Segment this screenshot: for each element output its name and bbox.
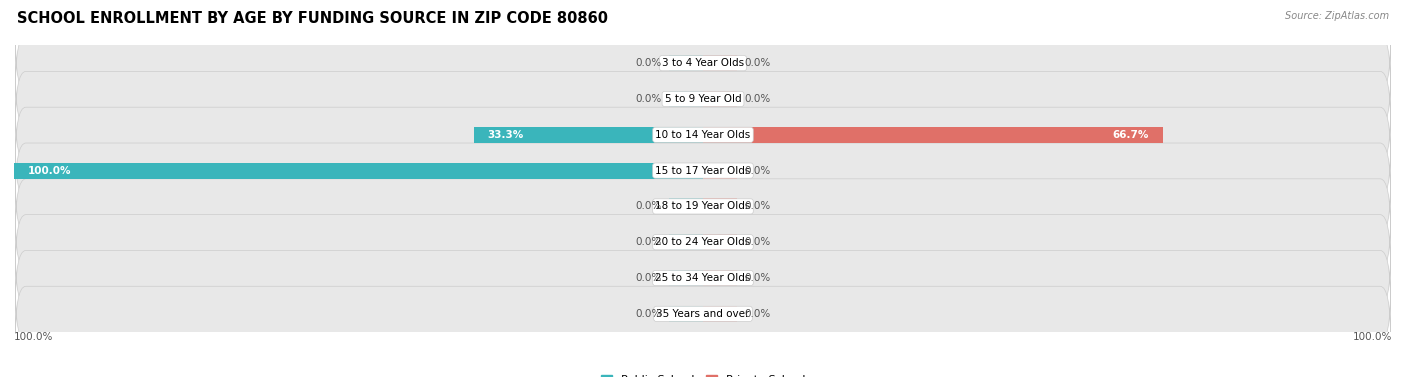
Bar bbox=[703, 55, 738, 71]
Text: 20 to 24 Year Olds: 20 to 24 Year Olds bbox=[655, 237, 751, 247]
FancyBboxPatch shape bbox=[15, 286, 1391, 342]
Text: 0.0%: 0.0% bbox=[744, 201, 770, 211]
Bar bbox=[703, 270, 738, 286]
FancyBboxPatch shape bbox=[15, 215, 1391, 270]
Text: 0.0%: 0.0% bbox=[636, 273, 662, 283]
Bar bbox=[14, 162, 703, 179]
Text: 0.0%: 0.0% bbox=[636, 201, 662, 211]
Text: Source: ZipAtlas.com: Source: ZipAtlas.com bbox=[1285, 11, 1389, 21]
Text: 0.0%: 0.0% bbox=[744, 166, 770, 176]
Bar bbox=[703, 306, 738, 322]
Text: 0.0%: 0.0% bbox=[744, 237, 770, 247]
Text: 5 to 9 Year Old: 5 to 9 Year Old bbox=[665, 94, 741, 104]
Text: 0.0%: 0.0% bbox=[744, 58, 770, 68]
Text: 15 to 17 Year Olds: 15 to 17 Year Olds bbox=[655, 166, 751, 176]
Text: 33.3%: 33.3% bbox=[488, 130, 523, 140]
Text: 100.0%: 100.0% bbox=[14, 332, 53, 342]
Bar bbox=[703, 162, 738, 179]
Text: 10 to 14 Year Olds: 10 to 14 Year Olds bbox=[655, 130, 751, 140]
Text: 100.0%: 100.0% bbox=[28, 166, 72, 176]
Text: 0.0%: 0.0% bbox=[744, 94, 770, 104]
Text: 18 to 19 Year Olds: 18 to 19 Year Olds bbox=[655, 201, 751, 211]
Text: 0.0%: 0.0% bbox=[636, 237, 662, 247]
Bar bbox=[474, 127, 703, 143]
Text: 0.0%: 0.0% bbox=[636, 58, 662, 68]
FancyBboxPatch shape bbox=[15, 107, 1391, 162]
FancyBboxPatch shape bbox=[15, 143, 1391, 198]
Bar bbox=[669, 55, 703, 71]
Bar bbox=[669, 306, 703, 322]
Bar bbox=[669, 198, 703, 215]
Bar bbox=[703, 234, 738, 250]
FancyBboxPatch shape bbox=[15, 35, 1391, 91]
Text: 35 Years and over: 35 Years and over bbox=[657, 309, 749, 319]
Bar bbox=[669, 234, 703, 250]
FancyBboxPatch shape bbox=[15, 71, 1391, 127]
FancyBboxPatch shape bbox=[15, 250, 1391, 306]
Text: SCHOOL ENROLLMENT BY AGE BY FUNDING SOURCE IN ZIP CODE 80860: SCHOOL ENROLLMENT BY AGE BY FUNDING SOUR… bbox=[17, 11, 607, 26]
Text: 100.0%: 100.0% bbox=[1353, 332, 1392, 342]
Text: 0.0%: 0.0% bbox=[636, 94, 662, 104]
Legend: Public School, Private School: Public School, Private School bbox=[596, 370, 810, 377]
Text: 25 to 34 Year Olds: 25 to 34 Year Olds bbox=[655, 273, 751, 283]
Bar bbox=[703, 127, 1163, 143]
Bar bbox=[669, 91, 703, 107]
Text: 3 to 4 Year Olds: 3 to 4 Year Olds bbox=[662, 58, 744, 68]
Text: 0.0%: 0.0% bbox=[636, 309, 662, 319]
Bar bbox=[703, 91, 738, 107]
Bar bbox=[669, 270, 703, 286]
Text: 0.0%: 0.0% bbox=[744, 309, 770, 319]
Text: 0.0%: 0.0% bbox=[744, 273, 770, 283]
Bar bbox=[703, 198, 738, 215]
FancyBboxPatch shape bbox=[15, 179, 1391, 234]
Text: 66.7%: 66.7% bbox=[1112, 130, 1149, 140]
